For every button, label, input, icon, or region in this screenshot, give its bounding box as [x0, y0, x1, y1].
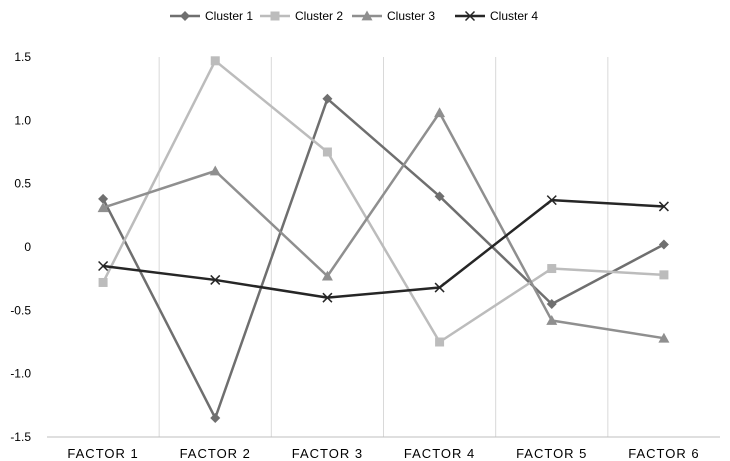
x-tick-label: FACTOR 6	[628, 446, 699, 461]
legend-label: Cluster 3	[387, 9, 435, 23]
data-point-cluster-4	[546, 195, 557, 206]
series-markers	[97, 56, 670, 423]
series-line-cluster-4	[102, 198, 664, 299]
y-tick-label: 1.0	[14, 113, 31, 127]
marker-stroke	[434, 282, 445, 293]
legend-item: Cluster 4	[455, 9, 538, 23]
legend-item: Cluster 1	[170, 9, 253, 23]
x-tick-label: FACTOR 2	[180, 446, 251, 461]
marker-stroke	[658, 201, 669, 212]
data-point-cluster-1	[210, 413, 221, 423]
series-line-cluster-2	[101, 59, 664, 344]
data-point-cluster-2	[659, 270, 669, 280]
y-tick-label: 0	[24, 240, 31, 254]
data-point-cluster-2	[98, 277, 108, 287]
marker-stroke	[210, 274, 221, 285]
legend: Cluster 1 Cluster 2 Cluster 3 Cluster 4	[170, 9, 538, 23]
series-lines	[101, 59, 665, 420]
y-tick-label: 0.5	[14, 177, 31, 191]
data-point-cluster-4	[210, 274, 221, 285]
y-tick-label: -1.5	[10, 430, 31, 444]
y-tick-label: 1.5	[14, 50, 31, 64]
marker-stroke	[546, 195, 557, 206]
data-point-cluster-1	[658, 239, 669, 250]
series-line-cluster-1	[101, 97, 665, 420]
data-point-cluster-3	[97, 202, 109, 213]
legend-label: Cluster 1	[205, 9, 253, 23]
data-point-cluster-2	[435, 337, 445, 347]
data-point-cluster-2	[210, 56, 220, 66]
data-point-cluster-4	[98, 260, 109, 272]
legend-marker	[180, 11, 190, 21]
grid-lines	[158, 57, 609, 437]
x-tick-label: FACTOR 4	[404, 446, 475, 461]
data-point-cluster-3	[321, 270, 333, 281]
marker-stroke	[98, 260, 109, 272]
x-tick-label: FACTOR 1	[67, 446, 138, 461]
data-point-cluster-1	[546, 299, 557, 309]
x-axis-ticks: FACTOR 1 FACTOR 2 FACTOR 3 FACTOR 4 FACTOR 5…	[67, 446, 699, 461]
legend-item: Cluster 3	[352, 9, 435, 23]
data-point-cluster-2	[547, 264, 557, 274]
data-point-cluster-4	[658, 201, 669, 212]
y-axis-ticks: 1.5 1.0 0.5 0 -0.5 -1.0 -1.5	[10, 50, 31, 444]
data-point-cluster-1	[322, 93, 333, 104]
x-tick-label: FACTOR 5	[516, 446, 587, 461]
series-line-cluster-3	[102, 111, 665, 340]
data-point-cluster-4	[434, 282, 445, 293]
marker-stroke	[464, 10, 476, 22]
marker-stroke	[322, 292, 333, 303]
legend-marker	[270, 11, 280, 21]
data-point-cluster-4	[322, 292, 333, 303]
y-tick-label: -0.5	[10, 303, 31, 317]
x-tick-label: FACTOR 3	[292, 446, 363, 461]
legend-marker	[361, 10, 373, 21]
data-point-cluster-3	[434, 107, 446, 118]
data-point-cluster-3	[546, 314, 558, 325]
data-point-cluster-1	[98, 193, 109, 204]
legend-label: Cluster 4	[490, 9, 538, 23]
data-point-cluster-1	[434, 191, 445, 202]
data-point-cluster-2	[322, 147, 332, 157]
legend-item: Cluster 2	[260, 9, 343, 23]
data-point-cluster-3	[209, 165, 221, 176]
legend-label: Cluster 2	[295, 9, 343, 23]
legend-marker	[464, 10, 476, 22]
y-tick-label: -1.0	[10, 367, 31, 381]
data-point-cluster-3	[658, 332, 670, 343]
